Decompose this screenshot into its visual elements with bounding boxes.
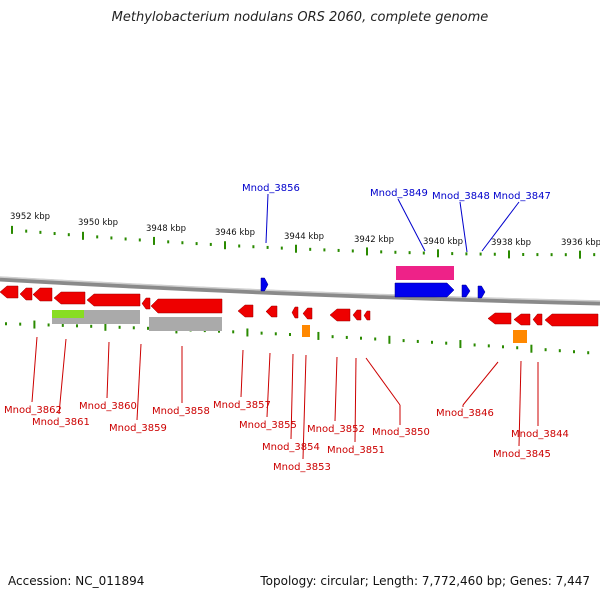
rna-gene[interactable] [513, 330, 527, 343]
forward-gene[interactable] [394, 282, 455, 298]
reverse-gene-label[interactable]: Mnod_3853 [273, 462, 331, 473]
reverse-leader-line [266, 352, 271, 418]
forward-gene-label[interactable]: Mnod_3848 [432, 191, 490, 202]
kbp-tick-label: 3936 kbp [561, 238, 600, 248]
reverse-gene-label[interactable]: Mnod_3855 [239, 420, 297, 431]
reverse-gene-label[interactable]: Mnod_3861 [32, 417, 90, 428]
reverse-leader-line [518, 360, 522, 447]
genome-backbone [0, 276, 600, 306]
reverse-gene[interactable] [329, 308, 351, 322]
reverse-gene[interactable] [86, 293, 141, 307]
kbp-tick-label: 3948 kbp [146, 224, 186, 234]
forward-gene-label[interactable]: Mnod_3847 [493, 191, 551, 202]
reverse-gene-label[interactable]: Mnod_3850 [372, 427, 430, 438]
reverse-gene-label[interactable]: Mnod_3859 [109, 423, 167, 434]
kbp-tick-label: 3940 kbp [423, 237, 463, 247]
reverse-gene[interactable] [53, 291, 86, 305]
reverse-gene[interactable] [544, 313, 599, 327]
genome-backbone-highlight [0, 276, 600, 302]
reverse-gene[interactable] [363, 310, 371, 321]
reverse-gene-label[interactable]: Mnod_3851 [327, 445, 385, 456]
forward-gene[interactable] [260, 277, 269, 292]
reverse-gene[interactable] [291, 306, 299, 319]
reverse-gene-label[interactable]: Mnod_3862 [4, 405, 62, 416]
reverse-gene[interactable] [0, 285, 19, 299]
reverse-leader-line [462, 361, 499, 406]
kbp-tick-label: 3938 kbp [491, 238, 531, 248]
misc-feature[interactable] [52, 310, 84, 318]
topology-text: Topology: circular; Length: 7,772,460 bp… [260, 574, 590, 588]
forward-leader-line [265, 193, 269, 244]
genome-title: Methylobacterium nodulans ORS 2060, comp… [111, 10, 489, 25]
kbp-tick-label: 3946 kbp [215, 228, 255, 238]
accession-text: Accession: NC_011894 [8, 574, 145, 588]
reverse-leader-line [334, 356, 338, 422]
reverse-gene-label[interactable]: Mnod_3844 [511, 429, 569, 440]
forward-gene[interactable] [461, 284, 471, 298]
reverse-leader-line [136, 343, 142, 421]
reverse-gene[interactable] [302, 307, 313, 320]
reverse-gene[interactable] [265, 305, 278, 318]
pseudo-gene[interactable] [149, 317, 222, 331]
reverse-leader-line [240, 349, 244, 398]
reverse-gene-label[interactable]: Mnod_3846 [436, 408, 494, 419]
forward-leader-line [481, 201, 520, 252]
rna-gene[interactable] [302, 325, 310, 337]
kbp-tick-label: 3952 kbp [10, 212, 50, 222]
reverse-leader-line [31, 336, 38, 403]
reverse-gene[interactable] [141, 297, 151, 310]
reverse-gene[interactable] [19, 287, 33, 301]
reverse-gene[interactable] [487, 312, 512, 325]
reverse-gene[interactable] [237, 304, 254, 318]
reverse-leader-line [58, 338, 67, 415]
misc-feature[interactable] [396, 266, 454, 280]
reverse-gene[interactable] [150, 298, 223, 314]
forward-leader-line [459, 201, 468, 253]
reverse-leader-line [354, 357, 357, 443]
reverse-gene[interactable] [32, 287, 53, 302]
reverse-gene[interactable] [352, 309, 362, 321]
kbp-tick-label: 3950 kbp [78, 218, 118, 228]
reverse-gene-label[interactable]: Mnod_3860 [79, 401, 137, 412]
reverse-leader-line [365, 357, 401, 406]
reverse-gene-label[interactable]: Mnod_3854 [262, 442, 320, 453]
reverse-leader-line [302, 354, 307, 460]
reverse-gene-label[interactable]: Mnod_3852 [307, 424, 365, 435]
reverse-gene-label[interactable]: Mnod_3858 [152, 406, 210, 417]
forward-gene-label[interactable]: Mnod_3856 [242, 183, 300, 194]
reverse-gene-label[interactable]: Mnod_3845 [493, 449, 551, 460]
forward-gene-label[interactable]: Mnod_3849 [370, 188, 428, 199]
forward-gene[interactable] [477, 285, 486, 299]
reverse-leader-line [290, 353, 294, 440]
forward-leader-line [397, 198, 426, 252]
kbp-tick-label: 3944 kbp [284, 232, 324, 242]
reverse-gene-label[interactable]: Mnod_3857 [213, 400, 271, 411]
reverse-leader-line [106, 341, 110, 399]
reverse-gene[interactable] [532, 313, 543, 326]
kbp-tick-label: 3942 kbp [354, 235, 394, 245]
reverse-gene[interactable] [513, 313, 531, 326]
